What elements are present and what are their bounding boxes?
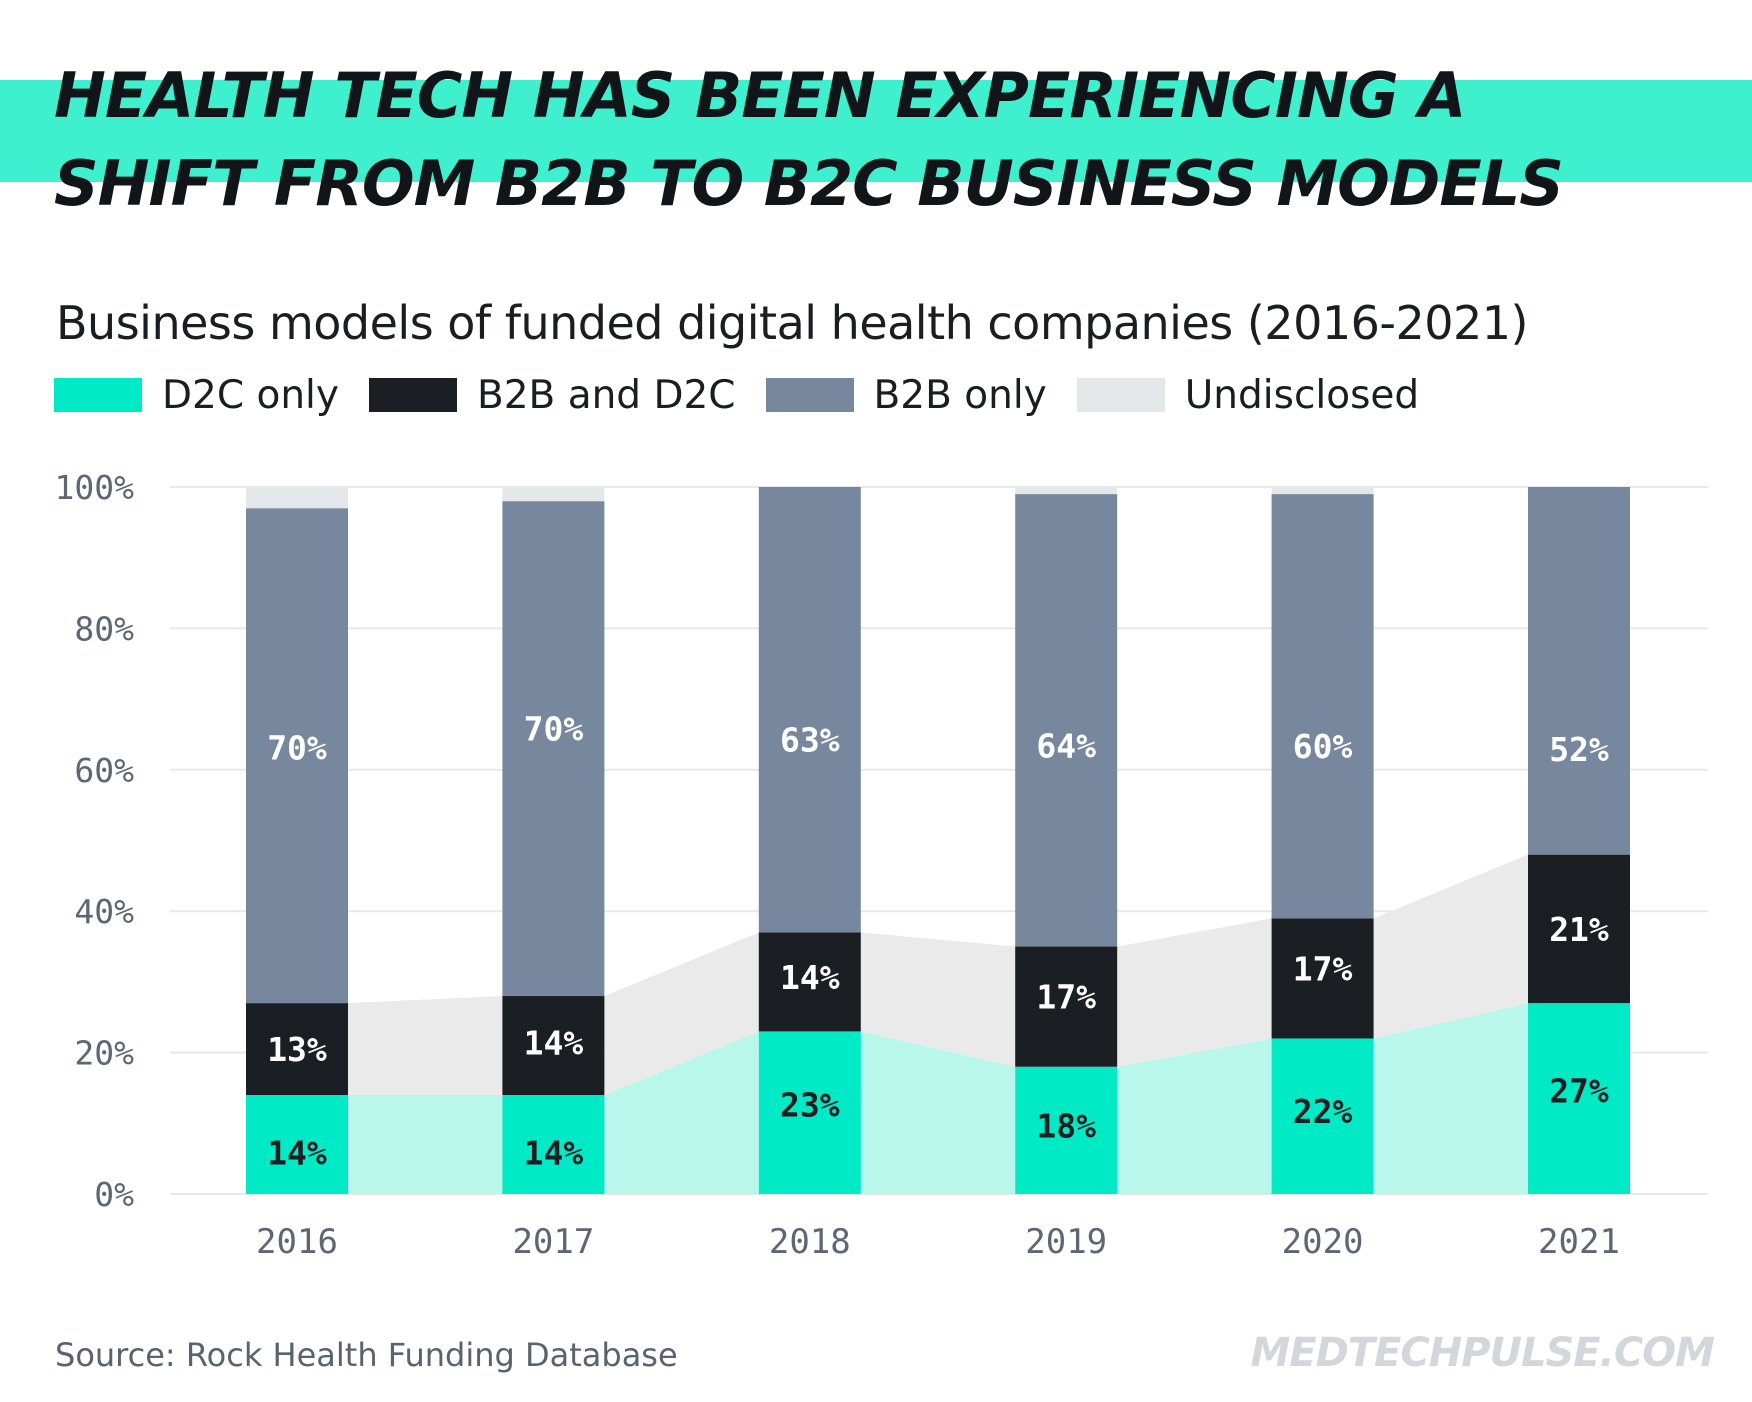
legend-swatch-b2b-and-d2c (368, 378, 457, 412)
chart-legend: D2C only B2B and D2C B2B only Undisclose… (54, 372, 1449, 418)
bar-b2b-only (758, 487, 861, 933)
bar-undisclosed (1271, 487, 1374, 495)
data-label-b2b-only: 64% (1036, 726, 1096, 765)
x-tick-label: 2016 (256, 1222, 338, 1262)
legend-item-d2c-only: D2C only (54, 373, 339, 418)
legend-swatch-d2c-only (54, 378, 142, 412)
legend-label-d2c-only: D2C only (162, 372, 339, 418)
data-label-b2b-and-d2c: 14% (524, 1024, 584, 1063)
bar-b2b-only (1271, 494, 1374, 919)
data-label-b2b-only: 70% (524, 710, 584, 749)
data-label-b2b-and-d2c: 13% (267, 1030, 327, 1069)
b2b-and-d2c-trend-area (1373, 854, 1528, 1039)
brand-watermark: MEDTECHPULSE.COM (1250, 1330, 1715, 1376)
data-label-b2b-only: 52% (1549, 730, 1609, 769)
data-label-d2c-only: 14% (267, 1134, 327, 1173)
bar-d2c-only (502, 1095, 605, 1194)
legend-label-undisclosed: Undisclosed (1184, 372, 1420, 418)
headline-line-1: HEALTH TECH HAS BEEN EXPERIENCING A (54, 59, 1466, 132)
bar-undisclosed (1015, 487, 1118, 495)
b2b-and-d2c-trend-area (1117, 918, 1272, 1067)
bar-b2b-and-d2c (246, 1003, 348, 1096)
bar-b2b-only (1528, 487, 1630, 855)
bar-d2c-only (1015, 1066, 1118, 1194)
legend-swatch-b2b-only (765, 378, 854, 412)
data-label-b2b-and-d2c: 21% (1549, 910, 1609, 949)
bar-b2b-only (502, 501, 605, 997)
y-tick-label: 100% (55, 468, 135, 507)
legend-label-b2b-only: B2B only (873, 372, 1047, 418)
legend-label-b2b-and-d2c: B2B and D2C (476, 372, 736, 418)
d2c-trend-area (860, 1031, 1016, 1194)
y-tick-label: 0% (94, 1175, 134, 1214)
x-tick-label: 2017 (512, 1222, 594, 1262)
data-label-b2b-and-d2c: 14% (780, 958, 840, 997)
legend-item-b2b-only: B2B only (765, 372, 1047, 418)
data-label-b2b-only: 70% (267, 729, 327, 768)
headline: HEALTH TECH HAS BEEN EXPERIENCING A SHIF… (54, 52, 1714, 228)
data-label-b2b-and-d2c: 17% (1036, 978, 1096, 1017)
bar-b2b-and-d2c (758, 932, 861, 1032)
b2b-and-d2c-trend-area (604, 932, 759, 1096)
x-tick-label: 2018 (769, 1222, 851, 1262)
data-label-b2b-and-d2c: 17% (1293, 949, 1353, 988)
data-label-d2c-only: 18% (1036, 1106, 1096, 1145)
b2b-and-d2c-trend-area (348, 996, 503, 1096)
bar-b2b-only (246, 508, 348, 1004)
source-note: Source: Rock Health Funding Database (55, 1336, 678, 1374)
data-label-d2c-only: 23% (780, 1086, 840, 1125)
x-tick-label: 2021 (1538, 1222, 1620, 1262)
bar-d2c-only (1271, 1038, 1374, 1194)
d2c-trend-area (1117, 1038, 1272, 1194)
data-label-d2c-only: 27% (1549, 1072, 1609, 1111)
headline-line-2: SHIFT FROM B2B TO B2C BUSINESS MODELS (54, 147, 1564, 220)
bar-d2c-only (758, 1031, 861, 1194)
chart-title: Business models of funded digital health… (56, 296, 1528, 350)
data-label-b2b-only: 60% (1293, 727, 1353, 766)
y-tick-label: 20% (74, 1034, 134, 1073)
bar-undisclosed (246, 487, 348, 509)
bar-d2c-only (1528, 1003, 1630, 1194)
headline-banner (0, 80, 1752, 182)
b2b-and-d2c-trend-area (860, 932, 1016, 1067)
x-tick-label: 2019 (1025, 1222, 1107, 1262)
data-label-d2c-only: 14% (524, 1134, 584, 1173)
y-tick-label: 80% (74, 609, 134, 648)
bar-b2b-and-d2c (1015, 946, 1118, 1067)
bar-b2b-only (1015, 494, 1118, 947)
bar-b2b-and-d2c (1528, 854, 1630, 1004)
legend-swatch-undisclosed (1076, 378, 1165, 412)
d2c-trend-area (604, 1031, 759, 1194)
bar-undisclosed (502, 487, 605, 502)
bar-d2c-only (246, 1095, 348, 1194)
legend-item-b2b-and-d2c: B2B and D2C (368, 372, 736, 418)
x-tick-label: 2020 (1282, 1222, 1364, 1262)
legend-item-undisclosed: Undisclosed (1076, 372, 1420, 418)
d2c-trend-area (348, 1095, 503, 1194)
y-tick-label: 60% (74, 751, 134, 790)
bar-b2b-and-d2c (502, 996, 605, 1096)
data-label-d2c-only: 22% (1293, 1092, 1353, 1131)
d2c-trend-area (1373, 1003, 1528, 1194)
y-tick-label: 40% (74, 892, 134, 931)
bar-b2b-and-d2c (1271, 918, 1374, 1039)
data-label-b2b-only: 63% (780, 721, 840, 760)
